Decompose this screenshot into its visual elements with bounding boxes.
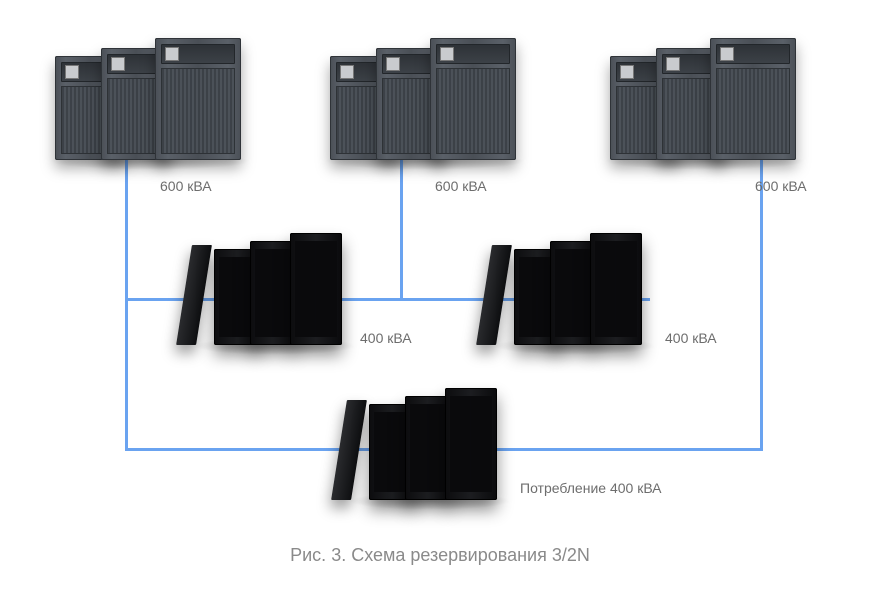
server-rack-right [500,225,650,345]
ups-unit [430,38,516,160]
diagram-canvas: 600 кВА 600 кВА 600 кВА 400 кВА 400 кВА [0,0,880,597]
rack-right-label: 400 кВА [665,330,717,346]
conn-line [125,160,128,450]
rack-unit [445,388,497,500]
rack-left-label: 400 кВА [360,330,412,346]
rack-bottom-label: Потребление 400 кВА [520,480,662,496]
ups-b-label: 600 кВА [435,178,487,194]
conn-line [760,160,763,450]
ups-cluster-c [610,30,800,160]
ups-a-label: 600 кВА [160,178,212,194]
server-rack-bottom [355,380,505,500]
ups-unit [155,38,241,160]
ups-unit [710,38,796,160]
ups-cluster-b [330,30,520,160]
server-rack-left [200,225,350,345]
rack-unit [290,233,342,345]
conn-line [400,160,403,300]
ups-c-label: 600 кВА [755,178,807,194]
rack-unit [590,233,642,345]
ups-cluster-a [55,30,245,160]
figure-caption: Рис. 3. Схема резервирования 3/2N [0,545,880,566]
